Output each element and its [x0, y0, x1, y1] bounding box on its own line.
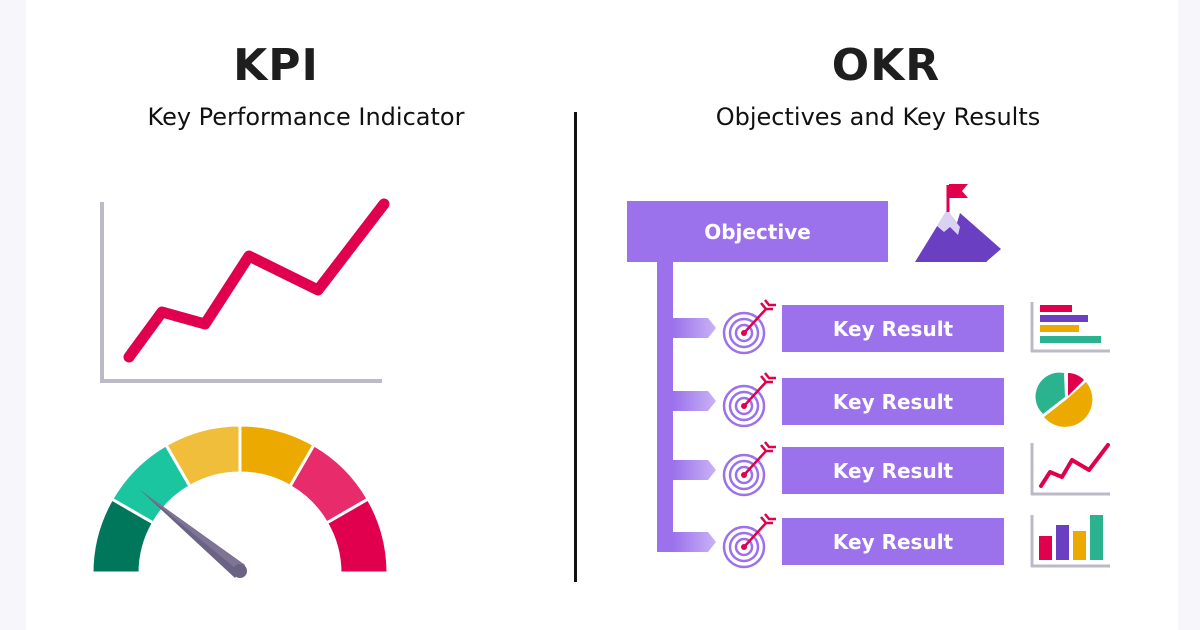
- vertical-divider: [574, 112, 577, 582]
- okr-subtitle: Objectives and Key Results: [715, 103, 1041, 131]
- key-result-box-2: Key Result: [832, 389, 954, 414]
- vertical-bar-chart-icon: [1030, 515, 1110, 568]
- key-result-box-3: Key Result: [832, 458, 954, 483]
- gauge-segment: [324, 496, 390, 575]
- key-result-box-1: Key Result: [832, 316, 954, 341]
- horizontal-bar-chart-icon: [1030, 302, 1110, 353]
- okr-title: OKR: [831, 40, 941, 91]
- line-chart-icon: [1030, 443, 1110, 496]
- objective-box: Objective: [704, 219, 811, 244]
- key-result-box-4: Key Result: [832, 529, 954, 554]
- kpi-title: KPI: [233, 40, 319, 91]
- kpi-subtitle: Key Performance Indicator: [147, 103, 465, 131]
- mountain-flag-icon: [915, 184, 1001, 262]
- pie-chart-icon: [1035, 372, 1093, 427]
